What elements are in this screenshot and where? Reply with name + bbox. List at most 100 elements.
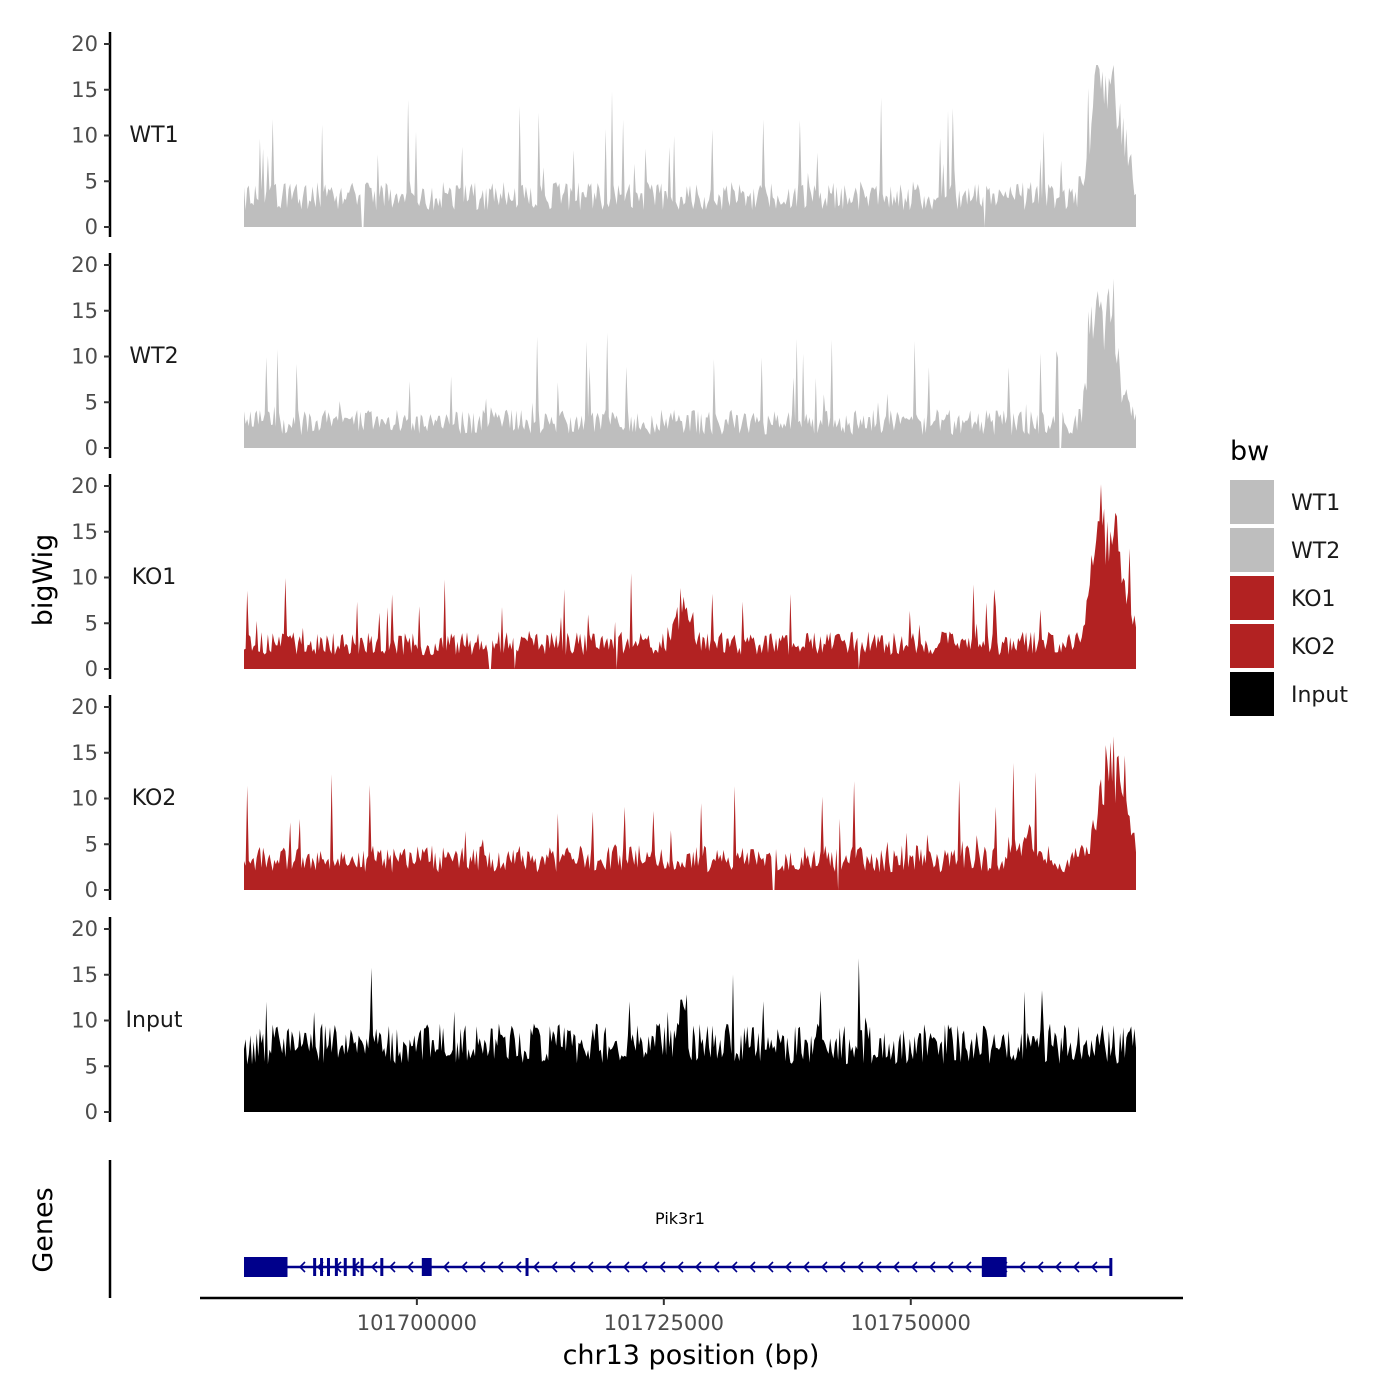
strand-arrow [928, 1261, 936, 1273]
strand-arrow [910, 1261, 918, 1273]
y-tick-label: 5 [85, 611, 98, 635]
exon [525, 1258, 529, 1276]
y-tick-label: 20 [71, 253, 98, 277]
x-tick-label: 101725000 [604, 1311, 724, 1335]
y-tick-label: 5 [85, 1054, 98, 1078]
legend-swatch-wt1 [1230, 480, 1274, 524]
y-tick-label: 0 [85, 436, 98, 460]
strand-arrow [856, 1261, 864, 1273]
strand-arrow [568, 1261, 576, 1273]
legend-label-ko1: KO1 [1291, 587, 1336, 612]
strand-arrow [676, 1261, 684, 1273]
y-tick-label: 10 [71, 124, 98, 148]
strand-arrow [820, 1261, 828, 1273]
y-tick-label: 15 [71, 78, 98, 102]
x-axis-ticks: 101700000 101725000 101750000 [357, 1298, 971, 1335]
strand-arrow [946, 1261, 954, 1273]
coverage-area-input [244, 958, 1136, 1112]
legend-label-wt1: WT1 [1291, 491, 1340, 516]
y-tick-label: 20 [71, 474, 98, 498]
track-input: 0 5 10 15 20 Input [71, 917, 1136, 1124]
strand-arrow [730, 1261, 738, 1273]
track-label: WT2 [129, 344, 178, 369]
y-tick-label: 0 [85, 878, 98, 902]
strand-arrow [658, 1261, 666, 1273]
y-tick-label: 5 [85, 832, 98, 856]
track-label: KO1 [132, 565, 177, 590]
strand-arrow [478, 1261, 486, 1273]
strand-arrow [1054, 1261, 1062, 1273]
y-tick-label: 20 [71, 32, 98, 56]
track-label: Input [126, 1008, 183, 1033]
y-tick-label: 10 [71, 345, 98, 369]
y-tick-label: 15 [71, 741, 98, 765]
exon [320, 1258, 324, 1276]
legend-label-ko2: KO2 [1291, 635, 1336, 660]
legend-label-input: Input [1291, 683, 1348, 708]
track-label: KO2 [132, 786, 177, 811]
gene-track-title: Genes [28, 1187, 59, 1272]
strand-arrow [1072, 1261, 1080, 1273]
strand-arrow [550, 1261, 558, 1273]
legend-swatch-ko1 [1230, 576, 1274, 620]
exon-thick [244, 1257, 288, 1277]
exon [352, 1258, 356, 1276]
strand-arrow [604, 1261, 612, 1273]
exon [421, 1258, 432, 1276]
exon [334, 1258, 338, 1276]
exon [1109, 1258, 1113, 1276]
strand-arrow [640, 1261, 648, 1273]
x-tick-label: 101750000 [851, 1311, 971, 1335]
strand-arrow [892, 1261, 900, 1273]
strand-arrow [802, 1261, 810, 1273]
strand-arrow [1036, 1261, 1044, 1273]
strand-arrow [1090, 1261, 1098, 1273]
strand-arrow [370, 1261, 378, 1273]
strand-arrow [532, 1261, 540, 1273]
track-label: WT1 [129, 123, 178, 148]
y-tick-label: 20 [71, 695, 98, 719]
strand-arrow [694, 1261, 702, 1273]
strand-arrow [874, 1261, 882, 1273]
y-tick-label: 10 [71, 566, 98, 590]
track-wt1: 0 5 10 15 20 WT1 [71, 32, 1136, 239]
legend-title: bw [1230, 436, 1269, 467]
strand-arrow [442, 1261, 450, 1273]
y-tick-label: 0 [85, 657, 98, 681]
exon [360, 1258, 364, 1276]
coverage-area-ko1 [244, 484, 1136, 669]
y-axis-title: bigWig [28, 534, 59, 627]
coverage-area-wt1 [244, 65, 1136, 227]
strand-arrow [586, 1261, 594, 1273]
exon [343, 1258, 347, 1276]
y-tick-label: 10 [71, 1009, 98, 1033]
strand-arrow [748, 1261, 756, 1273]
y-tick-label: 15 [71, 299, 98, 323]
track-wt2: 0 5 10 15 20 WT2 [71, 253, 1136, 460]
strand-arrow [298, 1261, 306, 1273]
strand-arrow [766, 1261, 774, 1273]
legend-swatch-ko2 [1230, 624, 1274, 668]
exon [326, 1258, 330, 1276]
gene-name-label: Pik3r1 [655, 1209, 705, 1228]
track-ko2: 0 5 10 15 20 KO2 [71, 695, 1136, 902]
strand-arrow [964, 1261, 972, 1273]
y-tick-label: 20 [71, 917, 98, 941]
strand-arrow [496, 1261, 504, 1273]
legend-swatch-input [1230, 672, 1274, 716]
strand-arrow [1018, 1261, 1026, 1273]
strand-arrow [712, 1261, 720, 1273]
y-tick-label: 15 [71, 963, 98, 987]
y-tick-label: 15 [71, 520, 98, 544]
strand-arrow [388, 1261, 396, 1273]
y-tick-label: 5 [85, 390, 98, 414]
legend-label-wt2: WT2 [1291, 539, 1340, 564]
exon [380, 1258, 384, 1276]
legend: bw WT1 WT2 KO1 KO2 Input [1230, 436, 1348, 716]
strand-arrow [838, 1261, 846, 1273]
legend-swatch-wt2 [1230, 528, 1274, 572]
exon [313, 1258, 317, 1276]
strand-arrow [622, 1261, 630, 1273]
